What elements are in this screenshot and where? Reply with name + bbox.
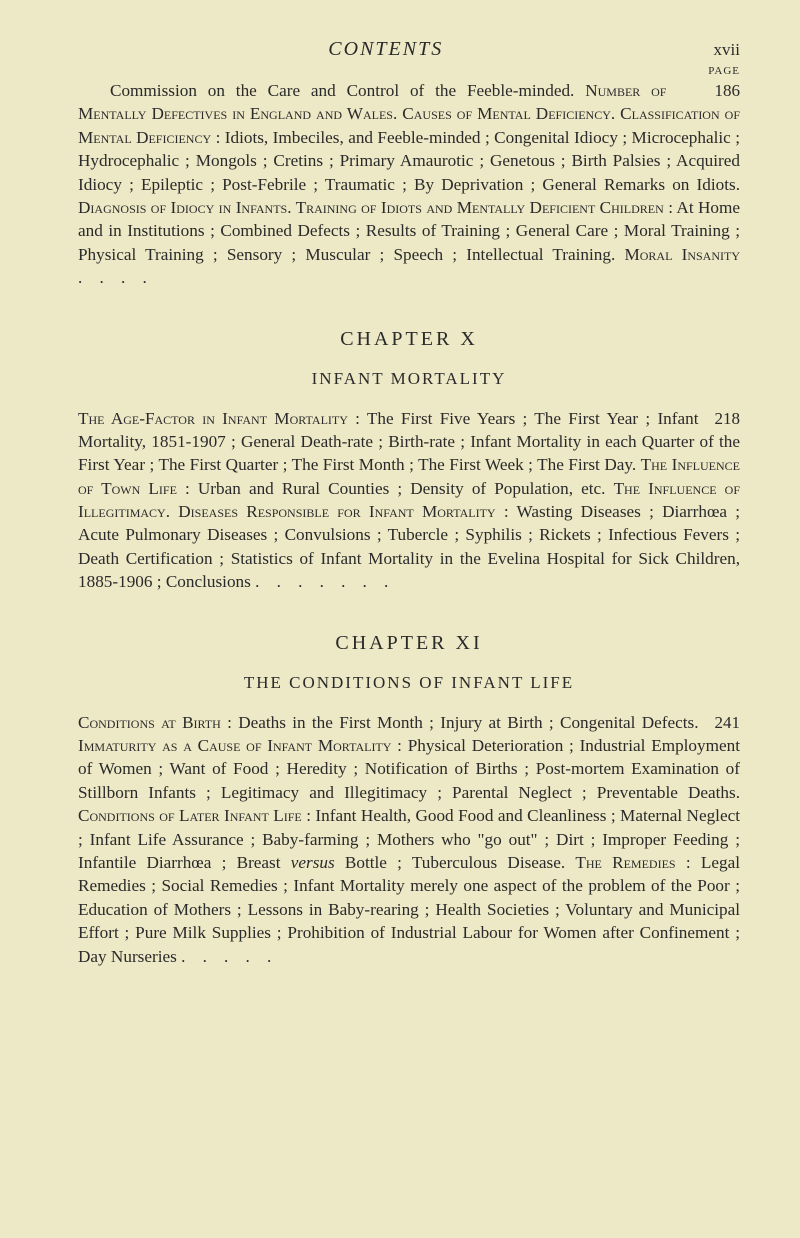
section-continuation: 186 Commission on the Care and Control o… xyxy=(78,79,740,290)
page-label: PAGE xyxy=(78,65,740,77)
chapter-xi-body: 241 Conditions at Birth : Deaths in the … xyxy=(78,711,740,968)
chapter-x-heading: CHAPTER X xyxy=(78,328,740,351)
chapter-xi-text: Conditions at Birth : Deaths in the Firs… xyxy=(78,713,740,966)
page-ref-241: 241 xyxy=(715,711,741,734)
page-ref-186: 186 xyxy=(683,79,741,102)
running-head: CONTENTS xyxy=(78,38,694,61)
page-number: xvii xyxy=(714,40,740,60)
chapter-xi-heading: CHAPTER XI xyxy=(78,632,740,655)
chapter-x-subheading: INFANT MORTALITY xyxy=(78,369,740,389)
chapter-xi-subheading: THE CONDITIONS OF INFANT LIFE xyxy=(78,673,740,693)
chapter-x-body: 218 The Age-Factor in Infant Mortality :… xyxy=(78,407,740,594)
page-ref-218: 218 xyxy=(715,407,741,430)
section-continuation-text: Commission on the Care and Control of th… xyxy=(78,81,740,287)
chapter-x-text: The Age-Factor in Infant Mortality : The… xyxy=(78,409,740,592)
